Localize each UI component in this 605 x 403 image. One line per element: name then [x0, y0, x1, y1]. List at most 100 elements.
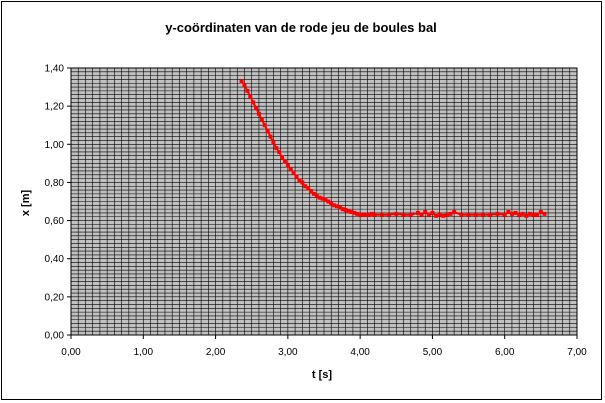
plot-border [70, 67, 578, 336]
data-point [245, 88, 250, 93]
data-point [538, 209, 543, 214]
data-point [426, 212, 431, 217]
data-point [308, 189, 313, 194]
y-axis-ticks: 0,00 0,20 0,40 0,60 0,80 1,00 1,20 1,40 [45, 64, 71, 342]
data-point [502, 212, 507, 217]
y-tick-label: 0,20 [45, 292, 65, 303]
data-point [262, 123, 267, 128]
data-point [437, 212, 442, 217]
data-point [352, 210, 357, 215]
data-point [294, 174, 299, 179]
data-point [265, 128, 270, 133]
data-point [337, 205, 342, 210]
data-point [361, 212, 366, 217]
data-point [314, 193, 319, 198]
x-axis-label: t [s] [312, 369, 333, 381]
data-point [369, 211, 374, 216]
data-point [355, 211, 360, 216]
data-point [387, 212, 392, 217]
data-point [332, 203, 337, 208]
data-point [300, 180, 305, 185]
data-point [452, 209, 457, 214]
grid-lines [71, 68, 577, 335]
data-point [329, 201, 334, 206]
data-point [488, 212, 493, 217]
data-point [285, 163, 290, 168]
y-tick-label: 0,80 [45, 178, 65, 189]
data-point [280, 155, 285, 160]
data-point [303, 184, 308, 189]
data-point [379, 212, 384, 217]
y-tick-label: 1,20 [45, 102, 65, 113]
data-point [394, 211, 399, 216]
data-point [251, 100, 256, 105]
data-point [535, 212, 540, 217]
x-axis-ticks: 0,00 1,00 2,00 3,00 4,00 5,00 6,00 7,00 [61, 335, 587, 358]
data-point [423, 209, 428, 214]
data-point [317, 195, 322, 200]
data-point [481, 212, 486, 217]
x-tick-label: 5,00 [423, 347, 443, 358]
data-point [495, 211, 500, 216]
data-point [517, 212, 522, 217]
data-point [326, 199, 331, 204]
data-point [430, 210, 435, 215]
data-point [335, 204, 340, 209]
data-point [366, 212, 371, 217]
x-tick-label: 3,00 [278, 347, 298, 358]
data-point [444, 212, 449, 217]
x-tick-label: 7,00 [567, 347, 587, 358]
data-point [349, 209, 354, 214]
data-point [441, 213, 446, 218]
x-tick-label: 6,00 [495, 347, 515, 358]
data-point [513, 210, 518, 215]
data-point [343, 208, 348, 213]
data-point [323, 197, 328, 202]
data-point [372, 212, 377, 217]
data-point [277, 149, 282, 154]
data-point [363, 212, 368, 217]
data-point [531, 212, 536, 217]
data-point [271, 140, 276, 145]
data-point [274, 146, 279, 151]
data-point [419, 212, 424, 217]
data-point [542, 211, 547, 216]
data-point [473, 212, 478, 217]
series-red-ball [239, 79, 547, 218]
data-point [358, 212, 363, 217]
data-point [297, 178, 302, 183]
data-point [520, 211, 525, 216]
axes [70, 67, 578, 336]
data-point [509, 211, 514, 216]
data-point [259, 117, 264, 122]
data-point [268, 134, 273, 139]
x-tick-label: 4,00 [350, 347, 370, 358]
data-point [415, 210, 420, 215]
chart-title: y-coördinaten van de rode jeu de boules … [165, 20, 437, 35]
data-point [239, 79, 244, 84]
y-tick-label: 1,00 [45, 140, 65, 151]
x-tick-label: 2,00 [206, 347, 226, 358]
data-point [401, 212, 406, 217]
x-tick-label: 0,00 [61, 347, 81, 358]
data-point [320, 196, 325, 201]
data-point [242, 83, 247, 88]
data-point [340, 207, 345, 212]
data-point [466, 212, 471, 217]
data-point [311, 191, 316, 196]
data-point [408, 212, 413, 217]
data-point [528, 211, 533, 216]
data-point [346, 209, 351, 214]
data-point [254, 106, 259, 111]
data-point [256, 111, 261, 116]
data-point [248, 94, 253, 99]
data-point [459, 212, 464, 217]
y-tick-label: 0,40 [45, 254, 65, 265]
y-tick-label: 1,40 [45, 64, 65, 75]
y-tick-label: 0,60 [45, 216, 65, 227]
data-point [434, 213, 439, 218]
y-tick-label: 0,00 [45, 331, 65, 342]
data-point [524, 213, 529, 218]
data-point [288, 167, 293, 172]
